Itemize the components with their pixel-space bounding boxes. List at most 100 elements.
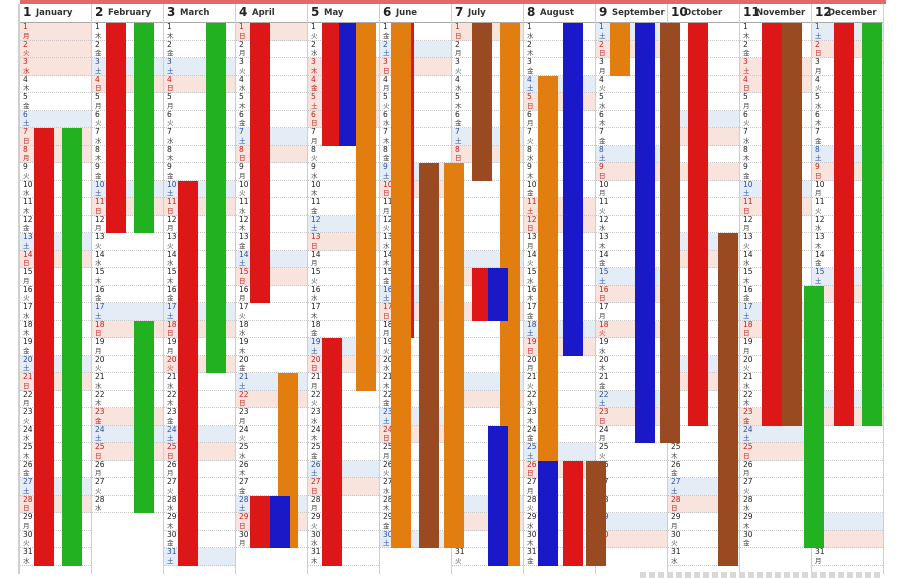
day-number: 28 <box>23 494 33 504</box>
weekday-label: 日 <box>311 364 318 372</box>
day-row: 20 土 <box>668 355 739 373</box>
day-row: 30 土 <box>380 530 451 548</box>
day-row: 16 金 <box>740 285 811 303</box>
weekday-label: 火 <box>167 241 174 250</box>
day-row: 12 土 <box>308 215 379 233</box>
weekday-label: 月 <box>311 504 318 512</box>
day-row: 30 月 <box>236 530 307 548</box>
weekday-label: 水 <box>527 399 534 407</box>
weekday-label: 日 <box>455 31 462 40</box>
day-number: 2 <box>383 39 388 49</box>
weekday-label: 土 <box>167 66 174 75</box>
day-number: 4 <box>167 74 172 84</box>
weekday-label: 木 <box>23 84 30 92</box>
weekday-label: 水 <box>743 381 750 390</box>
day-number: 4 <box>239 74 244 84</box>
day-row: 25 金 <box>308 443 379 461</box>
day-row: 26 木 <box>452 460 523 478</box>
day-number: 29 <box>455 512 465 521</box>
day-number: 15 <box>239 267 249 276</box>
day-number: 10 <box>599 179 609 189</box>
day-row: 30 月 <box>452 530 523 548</box>
day-number: 24 <box>23 424 33 434</box>
weekday-label: 月 <box>671 276 678 285</box>
day-number: 5 <box>455 92 460 101</box>
weekday-label: 水 <box>743 504 750 512</box>
weekday-label: 土 <box>167 434 174 442</box>
day-number: 14 <box>239 249 249 259</box>
day-row: 21 日 <box>20 373 91 391</box>
weekday-label: 金 <box>239 241 246 250</box>
day-number: 8 <box>455 144 460 154</box>
weekday-label: 土 <box>23 364 30 372</box>
weekday-label: 火 <box>455 556 462 565</box>
day-row: 23 金 <box>164 408 235 426</box>
day-number: 25 <box>311 442 321 451</box>
day-row: 29 金 <box>380 513 451 531</box>
weekday-label: 土 <box>743 66 750 75</box>
weekday-label: 火 <box>311 521 318 530</box>
day-number: 6 <box>383 109 388 119</box>
day-number: 7 <box>311 127 316 136</box>
day-row: 16 月 <box>236 285 307 303</box>
weekday-label: 日 <box>599 416 606 425</box>
day-number: 16 <box>455 284 465 294</box>
weekday-label: 月 <box>167 101 174 110</box>
day-row: 19 月 <box>92 338 163 356</box>
weekday-label: 日 <box>383 434 390 442</box>
month-number: 10 <box>671 5 688 19</box>
day-number: 19 <box>23 337 33 346</box>
month-header: 12 December <box>812 4 883 23</box>
day-number: 5 <box>23 92 28 101</box>
weekday-label: 木 <box>167 399 174 407</box>
day-number: 22 <box>455 389 465 399</box>
day-row: 18 火 <box>812 320 883 338</box>
day-number: 9 <box>383 162 388 171</box>
day-row: 30 火 <box>668 530 739 548</box>
day-row: 28 日 <box>668 495 739 513</box>
day-number: 14 <box>23 249 33 259</box>
day-number: 14 <box>527 249 537 259</box>
weekday-label: 日 <box>239 276 246 285</box>
weekday-label: 日 <box>815 49 822 57</box>
day-number: 27 <box>23 477 33 486</box>
day-row: 27 土 <box>668 478 739 496</box>
weekday-label: 土 <box>743 311 750 320</box>
day-number: 27 <box>167 477 177 486</box>
weekday-label: 木 <box>95 31 102 40</box>
day-number: 13 <box>743 232 753 241</box>
day-row: 14 日 <box>668 250 739 268</box>
weekday-label: 金 <box>311 451 318 460</box>
weekday-label: 木 <box>455 469 462 477</box>
day-row: 19 日 <box>524 338 595 356</box>
day-row: 26 土 <box>308 460 379 478</box>
weekday-label: 土 <box>311 224 318 232</box>
day-number: 9 <box>815 162 820 171</box>
day-row: 21 日 <box>668 373 739 391</box>
weekday-label: 水 <box>23 556 30 565</box>
day-row: 18 金 <box>308 320 379 338</box>
day-number: 21 <box>671 372 681 381</box>
day-number: 21 <box>455 372 465 381</box>
weekday-label: 水 <box>527 31 534 40</box>
day-number: 10 <box>671 179 681 189</box>
day-number: 2 <box>671 39 676 49</box>
day-number: 11 <box>383 197 393 206</box>
day-number: 2 <box>167 39 172 49</box>
weekday-label: 木 <box>167 31 174 40</box>
day-number: 19 <box>95 337 105 346</box>
